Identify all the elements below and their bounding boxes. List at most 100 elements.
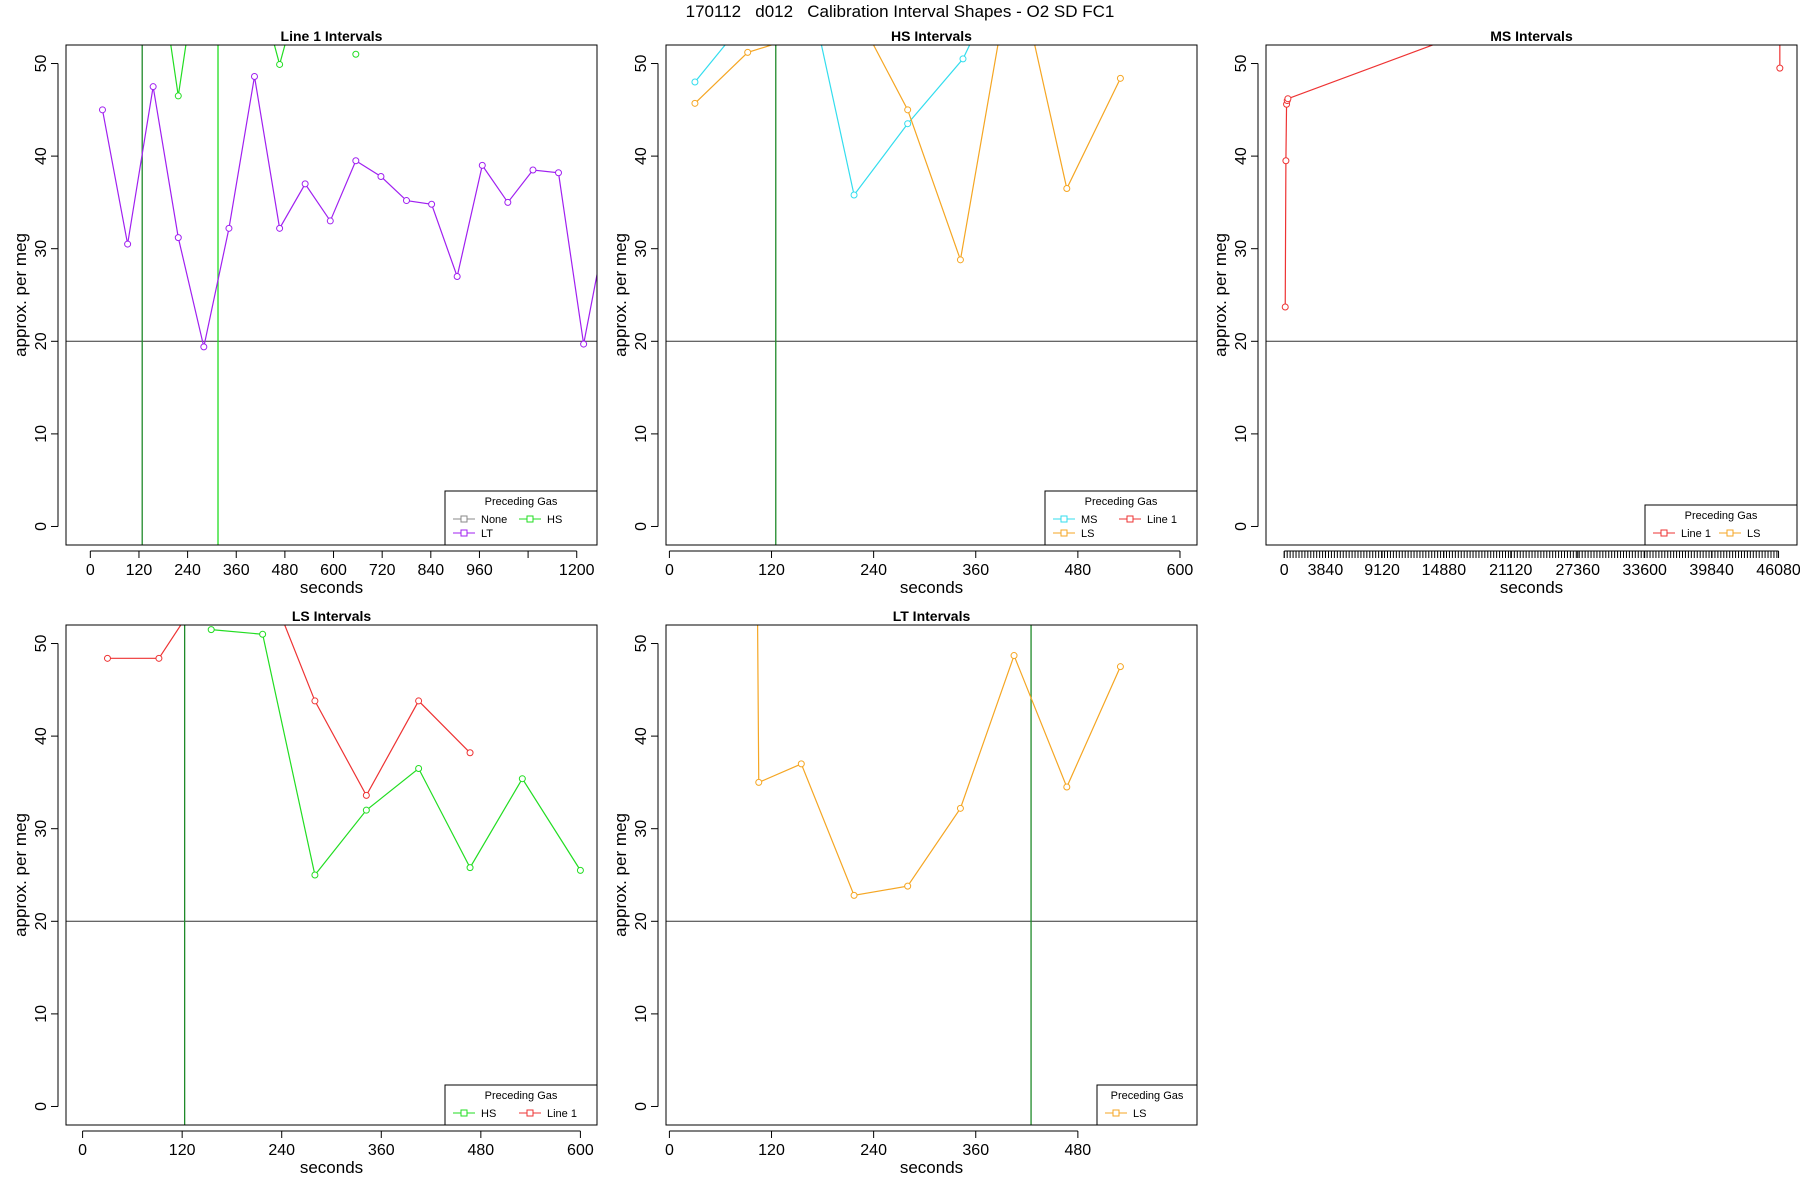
data-point — [904, 882, 912, 890]
x-tick-label: 360 — [962, 1142, 989, 1159]
legend-label: Line 1 — [547, 1108, 577, 1120]
legend-label: Line 1 — [1681, 528, 1711, 540]
x-tick-label: 480 — [467, 1142, 494, 1159]
legend-title: Preceding Gas — [485, 1090, 558, 1102]
y-tick-label: 40 — [1233, 147, 1250, 165]
y-tick-label: 20 — [633, 912, 650, 930]
legend-title: Preceding Gas — [1685, 510, 1758, 522]
legend-swatch-marker — [526, 1109, 534, 1117]
data-point — [850, 891, 858, 899]
x-tick-label: 480 — [1065, 1142, 1092, 1159]
legend-swatch-marker — [1726, 529, 1734, 537]
y-axis-label: approx. per meg — [11, 813, 30, 937]
data-point — [311, 871, 319, 879]
y-tick-label: 40 — [633, 147, 650, 165]
data-point — [103, 654, 111, 662]
data-point — [850, 191, 858, 199]
data-point — [1282, 157, 1290, 165]
y-tick-label: 50 — [633, 635, 650, 653]
legend-swatch-marker — [526, 515, 534, 523]
data-point — [428, 200, 436, 208]
legend-swatch-marker — [1060, 515, 1068, 523]
data-point — [959, 55, 967, 63]
x-tick-label: 1200 — [559, 562, 595, 579]
data-point — [956, 256, 964, 264]
data-point — [415, 765, 423, 773]
data-point — [466, 864, 474, 872]
plot-frame — [1265, 44, 1798, 546]
y-tick-label: 30 — [33, 820, 50, 838]
y-tick-label: 40 — [633, 727, 650, 745]
x-tick-label: 0 — [86, 562, 95, 579]
panel-title: LS Intervals — [292, 608, 372, 624]
data-point — [744, 48, 752, 56]
data-point — [362, 791, 370, 799]
x-tick-label: 960 — [466, 562, 493, 579]
plot-area — [666, 45, 1197, 545]
data-point — [200, 343, 208, 351]
data-point — [904, 106, 912, 114]
data-point — [691, 78, 699, 86]
x-tick-label: 3840 — [1308, 562, 1344, 579]
x-tick-label: 120 — [758, 562, 785, 579]
legend: Preceding Gas MS Line 1 LS — [1044, 490, 1198, 546]
legend-label: LS — [1747, 528, 1760, 540]
x-tick-label: 33600 — [1622, 562, 1667, 579]
data-point — [755, 778, 763, 786]
data-point — [225, 224, 233, 232]
y-tick-label: 0 — [1233, 522, 1250, 531]
plot-hs-intervals: HS Intervals 0 10 20 30 40 50 approx. per meg 0 1… — [611, 28, 1198, 597]
plot-ls-intervals: LS Intervals 0 10 20 30 40 50 approx. per meg 0 1… — [11, 608, 598, 1177]
plot-frame — [665, 624, 1198, 1126]
series-line — [1284, 45, 1781, 308]
x-axis-label: seconds — [300, 578, 363, 597]
legend-title: Preceding Gas — [1085, 496, 1158, 508]
legend-label: Line 1 — [1147, 514, 1177, 526]
data-point — [174, 234, 182, 242]
legend: Preceding Gas HS Line 1 — [444, 1084, 598, 1126]
y-tick-label: 0 — [33, 1102, 50, 1111]
x-tick-label: 600 — [320, 562, 347, 579]
x-tick-label: 0 — [665, 562, 674, 579]
data-point — [276, 60, 284, 68]
legend: Preceding Gas Line 1 LS — [1644, 504, 1798, 546]
legend-label: LT — [481, 528, 493, 540]
series-line — [107, 625, 471, 797]
x-tick-label: 240 — [174, 562, 201, 579]
y-tick-label: 50 — [33, 635, 50, 653]
x-axis-label: seconds — [300, 1158, 363, 1177]
y-tick-label: 40 — [33, 147, 50, 165]
series-line — [211, 629, 581, 877]
y-tick-label: 0 — [633, 1102, 650, 1111]
x-tick-label: 360 — [223, 562, 250, 579]
x-tick-label: 0 — [1280, 562, 1289, 579]
legend: Preceding Gas LS — [1096, 1084, 1198, 1126]
panel-title: Line 1 Intervals — [281, 28, 383, 44]
y-tick-label: 0 — [33, 522, 50, 531]
panel-title: LT Intervals — [893, 608, 971, 624]
plot-area — [66, 625, 597, 1125]
plot-area — [66, 45, 597, 545]
legend-box — [1096, 1084, 1198, 1126]
y-tick-label: 50 — [1233, 55, 1250, 73]
x-tick-label: 9120 — [1364, 562, 1400, 579]
y-tick-label: 50 — [33, 55, 50, 73]
data-point — [415, 697, 423, 705]
x-tick-label: 240 — [268, 1142, 295, 1159]
data-point — [207, 626, 215, 634]
x-tick-label: 120 — [126, 562, 153, 579]
legend-box — [1044, 490, 1198, 546]
x-tick-label: 720 — [369, 562, 396, 579]
y-tick-label: 20 — [33, 332, 50, 350]
data-point — [1442, 37, 1448, 43]
legend-label: LS — [1133, 1108, 1146, 1120]
legend-title: Preceding Gas — [485, 496, 558, 508]
x-tick-label: 600 — [567, 1142, 594, 1159]
data-point — [352, 157, 360, 165]
legend-label: MS — [1081, 514, 1098, 526]
x-tick-label: 360 — [368, 1142, 395, 1159]
data-point — [402, 197, 410, 205]
y-tick-label: 10 — [33, 1005, 50, 1023]
x-tick-label: 21120 — [1489, 562, 1532, 579]
series-line — [756, 625, 1121, 897]
